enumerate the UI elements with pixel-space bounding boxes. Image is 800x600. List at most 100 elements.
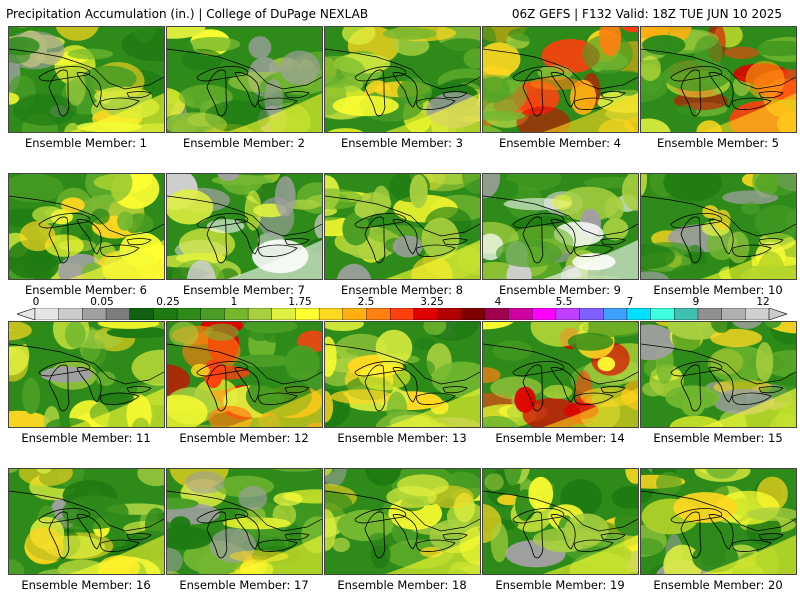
precip-contour [167,27,206,39]
precip-contour [745,60,785,99]
precip-band [385,240,480,279]
ensemble-member-map [324,321,481,428]
lake-outline [284,91,310,99]
lake-outline [126,533,152,541]
precip-band [543,535,638,574]
lake-outline [416,539,456,552]
precip-contour [132,27,157,43]
lake-outline [48,511,70,559]
ensemble-member-label: Ensemble Member: 2 [183,136,305,150]
precip-contour [16,27,28,28]
precip-contour [248,36,272,59]
border-line [167,490,322,532]
precip-contour [673,105,697,121]
lake-outline [600,91,626,99]
ensemble-member-map [166,321,323,428]
lake-outline [512,508,565,524]
precip-contour [354,200,376,219]
colorbar-swatch [745,308,770,320]
precip-band [227,388,322,427]
precip-contour [268,27,291,34]
border-line [167,195,322,237]
precip-contour [641,174,647,197]
precip-band [701,93,796,132]
precip-contour [288,469,322,484]
precip-contour [18,469,73,487]
lake-outline [758,533,784,541]
precip-band [69,93,164,132]
precip-contour [528,476,554,511]
lake-outline [392,367,418,403]
colorbar-swatch [508,308,533,320]
lake-outline [100,244,140,257]
precip-contour [9,559,25,574]
precip-contour [97,322,160,329]
lake-outline [38,508,91,524]
ensemble-member-label: Ensemble Member: 14 [495,431,625,445]
precip-contour [500,180,519,199]
precip-contour [272,502,297,528]
precip-contour [490,523,509,563]
precip-contour [714,209,731,230]
lake-outline [196,66,249,82]
border-line [325,195,480,237]
precip-contour [397,78,433,105]
lake-outline [76,367,102,403]
lake-outline [258,392,298,405]
colorbar-swatch [200,308,225,320]
border-line [9,343,164,385]
ensemble-member-label: Ensemble Member: 16 [21,578,151,592]
precipitation-field [167,27,322,132]
precip-contour [9,501,33,520]
precip-contour [504,469,522,486]
border-line [9,490,164,532]
lake-outline [708,367,734,403]
colorbar-tick-label: 9 [692,296,700,308]
precip-contour [416,360,436,377]
border-line [9,48,164,90]
precip-contour [641,324,677,361]
precip-contour [330,389,393,404]
precipitation-field [9,322,164,427]
precip-band [385,535,480,574]
precip-contour [67,48,114,60]
border-line [167,48,322,90]
precip-contour [226,469,251,473]
precip-contour [91,208,110,225]
lake-outline [680,216,702,264]
precip-contour [567,332,614,351]
precip-contour [325,322,364,331]
lake-outline [670,361,723,377]
ensemble-member-label: Ensemble Member: 13 [337,431,467,445]
lake-outline [550,367,576,403]
precip-band [227,240,322,279]
lake-outline [38,361,91,377]
precip-contour [327,128,364,132]
lake-outline [100,539,140,552]
precip-contour [749,40,796,57]
colorbar-min-arrow [17,308,36,320]
precip-contour [64,322,86,348]
precip-contour [282,489,322,504]
ensemble-member-label: Ensemble Member: 9 [499,283,621,297]
lake-outline [522,364,544,412]
ensemble-member-label: Ensemble Member: 19 [495,578,625,592]
precip-contour [332,95,399,117]
lake-outline [76,219,102,255]
precip-band [69,240,164,279]
precip-band [701,388,796,427]
precip-contour [564,513,609,546]
lake-outline [206,69,228,117]
precip-contour [483,415,519,427]
precip-contour [9,322,32,341]
precip-band [543,93,638,132]
lake-outline [392,72,418,108]
lake-outline [442,91,468,99]
precip-contour [325,55,366,88]
ensemble-member-map [166,468,323,575]
colorbar-swatch [460,308,486,320]
lake-outline [416,392,456,405]
precip-contour [97,392,134,406]
lake-outline [100,97,140,110]
ensemble-member-label: Ensemble Member: 1 [25,136,147,150]
